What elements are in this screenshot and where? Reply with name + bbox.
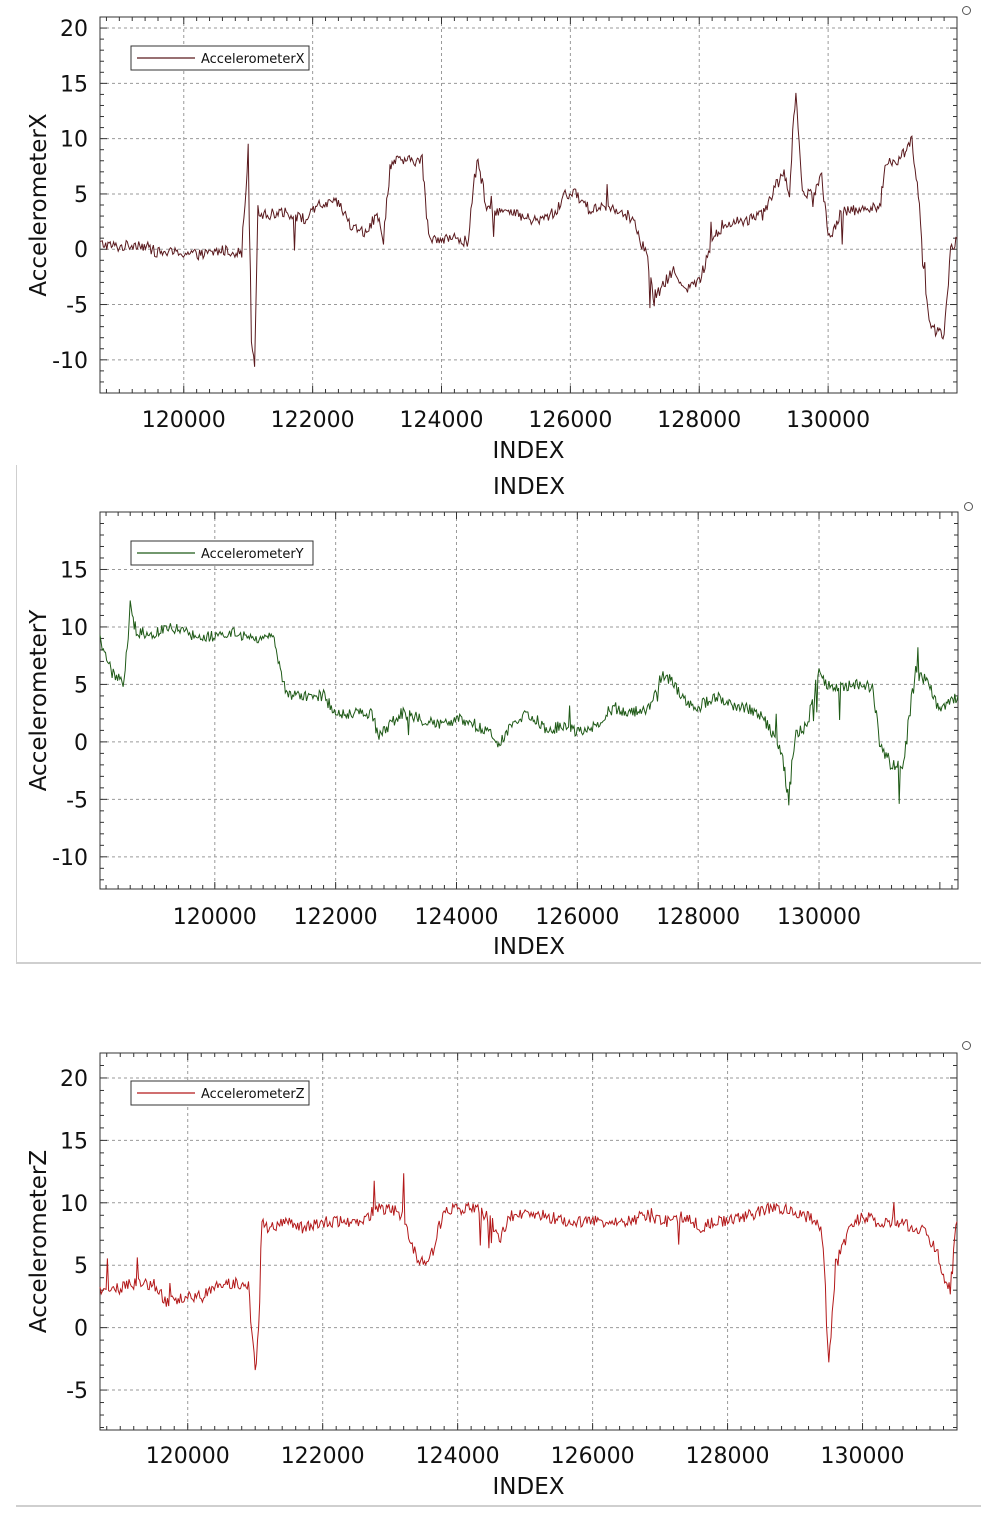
x-tick-label: 126000 (528, 408, 612, 433)
x-tick-label: 126000 (551, 1444, 635, 1469)
chart-panel-accelerometer-z: AccelerometerZ 120000 122000 124000 126000 12… (0, 1010, 981, 1509)
y-tick-label: 20 (60, 17, 88, 42)
y-tick-label: 5 (74, 673, 88, 698)
x-tick-label: 130000 (821, 1444, 905, 1469)
chart-accelerometer-y: AccelerometerY 120000 122000 124000 126000 12… (26, 474, 959, 960)
panel-left-border (16, 465, 17, 963)
chart-panel-accelerometer-y: AccelerometerY 120000 122000 124000 126000 12… (0, 465, 981, 965)
x-tick-label: 126000 (535, 905, 619, 930)
y-tick-label: 15 (60, 1129, 88, 1154)
x-axis-title: INDEX (493, 934, 565, 960)
y-axis-title: AccelerometerY (26, 609, 52, 792)
chart-accelerometer-z: AccelerometerZ 120000 122000 124000 126000 12… (26, 1052, 958, 1500)
series-line-AccelerometerZ[interactable] (99, 1173, 958, 1371)
legend[interactable]: AccelerometerZ (130, 1080, 310, 1106)
x-tick-label: 120000 (146, 1444, 230, 1469)
y-tick-label: 0 (74, 1317, 88, 1342)
legend[interactable]: AccelerometerX (130, 45, 310, 71)
y-tick-label: 20 (60, 1067, 88, 1092)
x-axis-title: INDEX (493, 438, 565, 464)
chart-title: INDEX (493, 474, 565, 500)
y-tick-label: 0 (74, 238, 88, 263)
x-tick-label: 128000 (657, 408, 741, 433)
chart-accelerometer-x: AccelerometerX 120000 122000 124000 126000 12… (26, 16, 958, 464)
y-axis-title: AccelerometerZ (26, 1150, 52, 1333)
chart-panel-accelerometer-x: AccelerometerX 120000 122000 124000 126000 12… (0, 0, 981, 465)
x-tick-label: 122000 (281, 1444, 365, 1469)
plot-area[interactable] (99, 511, 959, 890)
corner-handle-icon[interactable] (964, 502, 973, 511)
axis-ticks (100, 511, 958, 889)
y-tick-label: -5 (66, 294, 88, 319)
axis-ticks (100, 16, 958, 394)
grid-lines (100, 1053, 957, 1430)
x-tick-label: 122000 (294, 905, 378, 930)
axis-ticks (100, 1052, 958, 1430)
y-tick-label: 10 (60, 128, 88, 153)
plot-area[interactable] (99, 1052, 958, 1431)
y-tick-label: 0 (74, 731, 88, 756)
x-tick-label: 124000 (415, 905, 499, 930)
x-tick-label: 120000 (142, 408, 226, 433)
y-tick-label: 5 (74, 1254, 88, 1279)
y-tick-label: 10 (60, 1192, 88, 1217)
y-tick-label: -10 (52, 349, 88, 374)
legend[interactable]: AccelerometerY (130, 540, 314, 566)
x-tick-label: 130000 (777, 905, 861, 930)
x-tick-label: 120000 (173, 905, 257, 930)
x-tick-label: 122000 (271, 408, 355, 433)
y-tick-label: 15 (60, 72, 88, 97)
x-tick-label: 124000 (400, 408, 484, 433)
y-tick-label: -5 (66, 1379, 88, 1404)
corner-handle-icon[interactable] (962, 6, 971, 15)
x-tick-label: 130000 (786, 408, 870, 433)
panel-bottom-border (16, 962, 981, 964)
x-axis-title: INDEX (493, 1474, 565, 1500)
x-tick-label: 128000 (656, 905, 740, 930)
y-tick-label: 15 (60, 558, 88, 583)
x-tick-label: 128000 (686, 1444, 770, 1469)
series-line-AccelerometerY[interactable] (99, 600, 959, 806)
x-tick-label: 124000 (416, 1444, 500, 1469)
grid-lines (100, 512, 958, 889)
legend-label: AccelerometerY (201, 547, 304, 562)
series-line-AccelerometerX[interactable] (99, 92, 958, 367)
panel-bottom-border (16, 1505, 981, 1507)
y-tick-label: 10 (60, 616, 88, 641)
y-tick-label: -10 (52, 846, 88, 871)
y-tick-label: -5 (66, 788, 88, 813)
y-axis-title: AccelerometerX (26, 113, 52, 297)
corner-handle-icon[interactable] (962, 1041, 971, 1050)
legend-label: AccelerometerX (201, 52, 305, 67)
legend-label: AccelerometerZ (201, 1087, 305, 1102)
y-tick-label: 5 (74, 183, 88, 208)
plot-area[interactable] (99, 16, 958, 394)
